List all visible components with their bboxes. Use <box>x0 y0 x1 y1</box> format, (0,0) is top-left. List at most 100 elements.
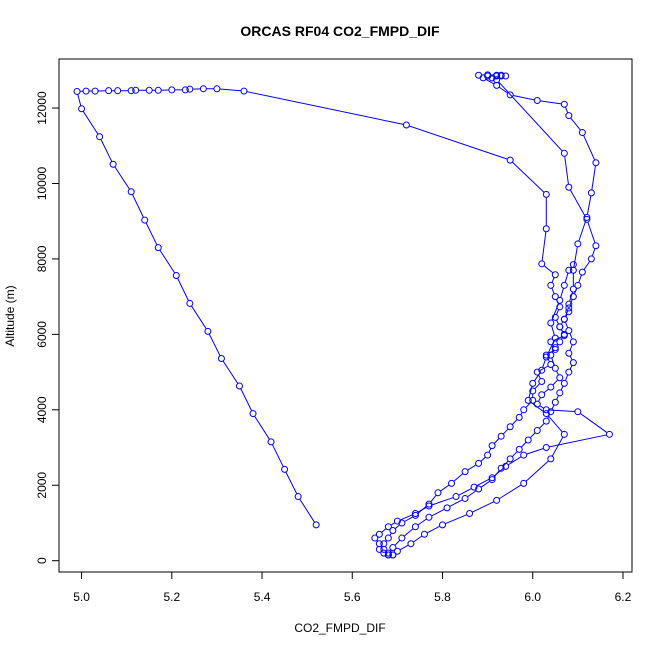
data-point <box>520 479 528 487</box>
data-point <box>578 129 586 137</box>
data-point <box>380 545 388 553</box>
data-point <box>398 519 406 527</box>
data-point <box>533 400 541 408</box>
data-point <box>542 444 550 452</box>
data-point <box>520 451 528 459</box>
data-point <box>560 100 568 108</box>
y-tick-label: 12000 <box>35 91 49 125</box>
data-point <box>497 71 505 79</box>
data-point <box>542 225 550 233</box>
data-point <box>565 183 573 191</box>
data-point <box>168 86 176 94</box>
data-point <box>398 534 406 542</box>
data-point <box>294 493 302 501</box>
data-point <box>186 85 194 93</box>
data-point <box>411 523 419 531</box>
data-point <box>448 479 456 487</box>
data-point <box>560 281 568 289</box>
data-point <box>204 327 212 335</box>
data-point <box>312 521 320 529</box>
data-point <box>240 87 248 95</box>
data-point <box>547 455 555 463</box>
x-tick-label: 6.2 <box>615 590 632 604</box>
data-point <box>533 96 541 104</box>
data-point <box>556 338 564 346</box>
y-tick-label: 0 <box>35 557 49 564</box>
data-point <box>515 413 523 421</box>
y-axis: 0 2000 4000 6000 8000 10000 12000 <box>35 91 60 564</box>
data-point <box>502 462 510 470</box>
data-point <box>547 408 555 416</box>
data-point <box>488 442 496 450</box>
x-tick-label: 6.0 <box>524 590 541 604</box>
data-point <box>127 188 135 196</box>
data-point <box>551 313 559 321</box>
data-point <box>73 87 81 95</box>
data-point <box>538 260 546 268</box>
data-point <box>145 86 153 94</box>
data-point <box>425 500 433 508</box>
data-point <box>82 87 90 95</box>
data-point <box>488 474 496 482</box>
data-point <box>181 86 189 94</box>
y-tick-label: 10000 <box>35 166 49 200</box>
data-point <box>281 465 289 473</box>
data-point <box>506 455 514 463</box>
data-point <box>420 530 428 538</box>
series-line <box>376 78 608 548</box>
data-point <box>560 315 568 323</box>
data-point <box>497 464 505 472</box>
data-point <box>538 366 546 374</box>
data-point <box>542 190 550 198</box>
data-point <box>411 511 419 519</box>
data-point <box>389 551 397 559</box>
data-point <box>574 240 582 248</box>
data-point <box>515 445 523 453</box>
data-point <box>565 266 573 274</box>
data-point <box>560 330 568 338</box>
data-point <box>506 91 514 99</box>
data-point <box>565 300 573 308</box>
data-point <box>520 406 528 414</box>
data-point <box>551 334 559 342</box>
data-point <box>565 112 573 120</box>
data-point <box>267 438 275 446</box>
data-point <box>109 160 117 168</box>
y-tick-label: 8000 <box>35 245 49 272</box>
data-point <box>479 74 487 82</box>
data-point <box>551 344 559 352</box>
data-point <box>587 189 595 197</box>
data-point <box>389 527 397 535</box>
data-point <box>592 242 600 250</box>
data-point <box>249 410 257 418</box>
data-point <box>407 540 415 548</box>
series-3 <box>371 74 613 559</box>
plot-frame <box>58 58 633 573</box>
data-point <box>578 268 586 276</box>
data-point <box>389 543 397 551</box>
data-point <box>186 299 194 307</box>
data-point <box>384 549 392 557</box>
data-point <box>547 351 555 359</box>
data-point <box>542 351 550 359</box>
data-point <box>542 410 550 418</box>
data-point <box>497 432 505 440</box>
data-point <box>411 510 419 518</box>
data-point <box>461 468 469 476</box>
data-point <box>384 523 392 531</box>
plot-area <box>73 71 613 559</box>
data-point <box>547 383 555 391</box>
data-point <box>538 378 546 386</box>
series-1 <box>73 85 568 559</box>
data-point <box>565 327 573 335</box>
y-tick-label: 6000 <box>35 321 49 348</box>
data-point <box>470 483 478 491</box>
y-tick-label: 2000 <box>35 472 49 499</box>
data-point <box>217 355 225 363</box>
data-point <box>439 521 447 529</box>
data-point <box>551 398 559 406</box>
data-point <box>560 379 568 387</box>
data-point <box>114 87 122 95</box>
data-point <box>547 319 555 327</box>
data-point <box>154 244 162 252</box>
